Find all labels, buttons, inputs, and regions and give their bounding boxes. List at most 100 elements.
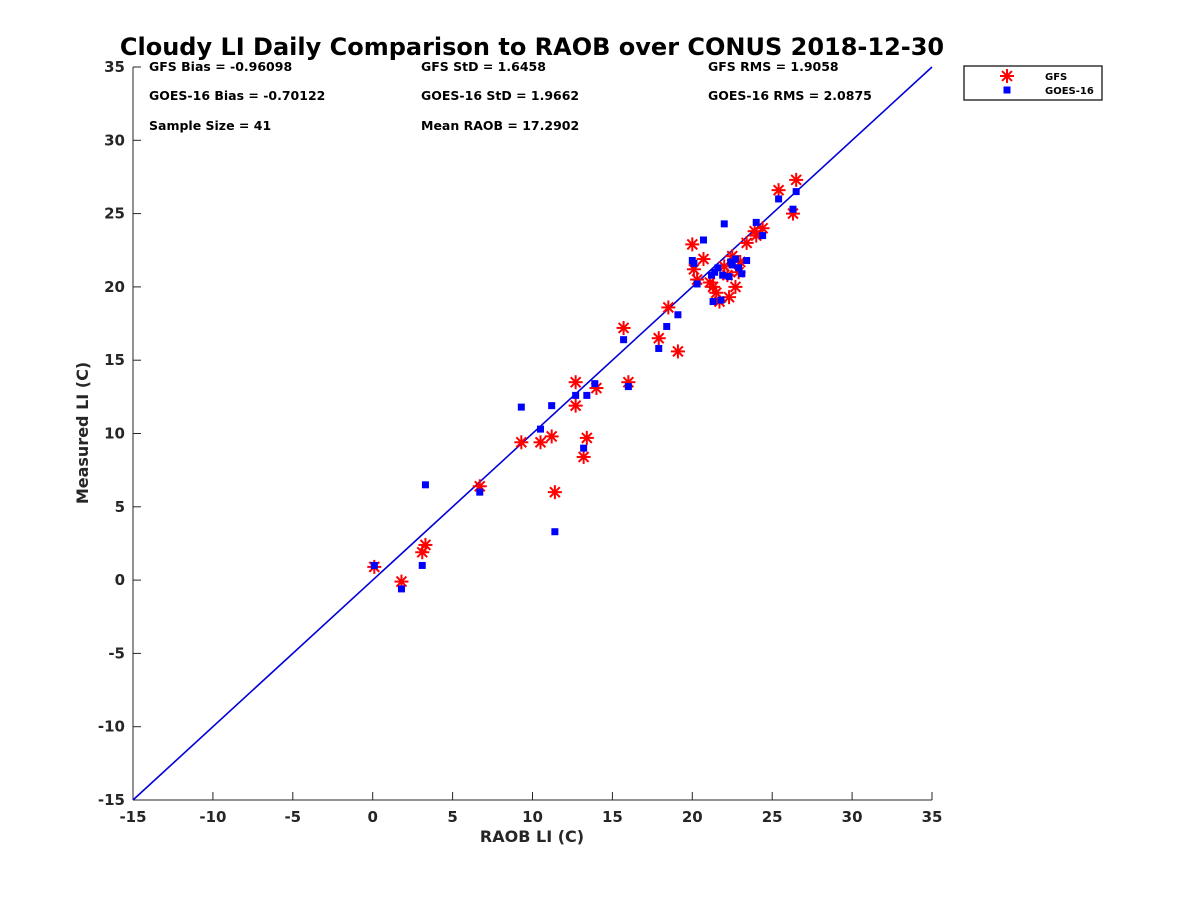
x-tick-label: -5	[284, 808, 301, 826]
goes16-point	[421, 481, 429, 489]
y-tick-label: -10	[98, 718, 125, 736]
plot-area: -15 -10 -5 0 5 10 15 20 25 30 35 -15 -10 -5 0 5 10 15 20 25…	[98, 58, 943, 826]
stat-text: GFS StD = 1.6458	[421, 59, 546, 74]
goes16-point	[731, 255, 739, 263]
goes16-point	[775, 195, 783, 203]
goes16-point	[727, 258, 735, 266]
goes16-point	[690, 259, 698, 267]
gfs-point	[576, 449, 591, 464]
gfs-point	[739, 235, 754, 250]
chart-title: Cloudy LI Daily Comparison to RAOB over …	[120, 33, 944, 61]
legend: GFS GOES-16	[963, 65, 1103, 101]
goes16-point	[725, 273, 733, 281]
stat-text: GFS Bias = -0.96098	[149, 59, 292, 74]
gfs-point	[661, 300, 676, 315]
goes16-point	[674, 311, 682, 319]
gfs-point	[696, 252, 711, 267]
y-axis-label: Measured LI (C)	[73, 362, 92, 504]
goes16-point	[735, 264, 743, 272]
legend-label: GOES-16	[1045, 86, 1094, 97]
y-tick-label: 0	[115, 571, 125, 589]
goes16-point	[720, 220, 728, 228]
gfs-point	[514, 435, 529, 450]
goes16-point	[476, 488, 484, 496]
goes16-point	[693, 280, 701, 288]
legend-label: GFS	[1045, 72, 1067, 83]
gfs-point	[568, 375, 583, 390]
x-tick-label: -15	[119, 808, 146, 826]
y-tick-label: -5	[108, 644, 125, 662]
goes16-point	[743, 257, 751, 265]
gfs-point	[771, 183, 786, 198]
stat-text: GOES-16 RMS = 2.0875	[708, 88, 872, 103]
y-tick-label: 25	[104, 205, 125, 223]
series-goes-16	[370, 188, 800, 593]
y-tick-label: 15	[104, 351, 125, 369]
goes16-point	[792, 188, 800, 196]
goes16-point	[548, 402, 556, 410]
gfs-point	[579, 430, 594, 445]
one-to-one-line	[132, 66, 933, 801]
gfs-point	[728, 279, 743, 294]
goes16-point	[699, 236, 707, 244]
goes16-point	[370, 561, 378, 569]
x-tick-label: 30	[842, 808, 863, 826]
stat-text: Mean RAOB = 17.2902	[421, 118, 579, 133]
goes16-point	[663, 322, 671, 330]
gfs-point	[670, 344, 685, 359]
goes16-point	[759, 232, 767, 240]
goes16-point	[620, 336, 628, 344]
gfs-point	[616, 320, 631, 335]
goes16-point	[536, 425, 544, 433]
gfs-point	[394, 574, 409, 589]
stat-text: GOES-16 StD = 1.9662	[421, 88, 579, 103]
goes16-point	[591, 380, 599, 388]
gfs-point	[544, 429, 559, 444]
goes16-point	[517, 403, 525, 411]
gfs-point	[547, 485, 562, 500]
y-tick-label: 20	[104, 278, 125, 296]
goes16-point	[789, 205, 797, 213]
y-tick-label: 35	[104, 58, 125, 76]
goes16-point	[583, 391, 591, 399]
x-axis-label: RAOB LI (C)	[480, 827, 584, 846]
legend-gfs-marker	[1000, 69, 1014, 83]
goes16-point	[709, 298, 717, 306]
goes16-point	[738, 270, 746, 278]
gfs-point	[418, 537, 433, 552]
stat-text: Sample Size = 41	[149, 118, 271, 133]
stat-text: GFS RMS = 1.9058	[708, 59, 839, 74]
goes16-point	[752, 218, 760, 226]
x-tick-label: 0	[367, 808, 377, 826]
x-tick-label: 15	[602, 808, 623, 826]
x-tick-label: -10	[199, 808, 226, 826]
gfs-point	[651, 331, 666, 346]
gfs-point	[789, 172, 804, 187]
goes16-point	[624, 383, 632, 391]
y-tick-label: 30	[104, 131, 125, 149]
gfs-point	[685, 237, 700, 252]
y-tick-label: 5	[115, 498, 125, 516]
goes16-point	[717, 296, 725, 304]
goes16-point	[655, 344, 663, 352]
goes16-point	[551, 528, 559, 536]
y-tick-label: -15	[98, 791, 125, 809]
goes16-point	[397, 585, 405, 593]
x-tick-label: 35	[922, 808, 943, 826]
legend-goes16-marker	[1003, 86, 1011, 94]
gfs-point	[533, 435, 548, 450]
goes16-point	[572, 391, 580, 399]
goes16-point	[714, 264, 722, 272]
x-tick-label: 25	[762, 808, 783, 826]
goes16-point	[418, 561, 426, 569]
x-tick-label: 5	[447, 808, 457, 826]
x-tick-label: 10	[522, 808, 543, 826]
goes16-point	[719, 271, 727, 279]
legend-box	[963, 65, 1103, 101]
goes16-point	[711, 268, 719, 276]
goes16-point	[580, 444, 588, 452]
x-tick-label: 20	[682, 808, 703, 826]
series-gfs	[367, 172, 804, 589]
stat-text: GOES-16 Bias = -0.70122	[149, 88, 325, 103]
